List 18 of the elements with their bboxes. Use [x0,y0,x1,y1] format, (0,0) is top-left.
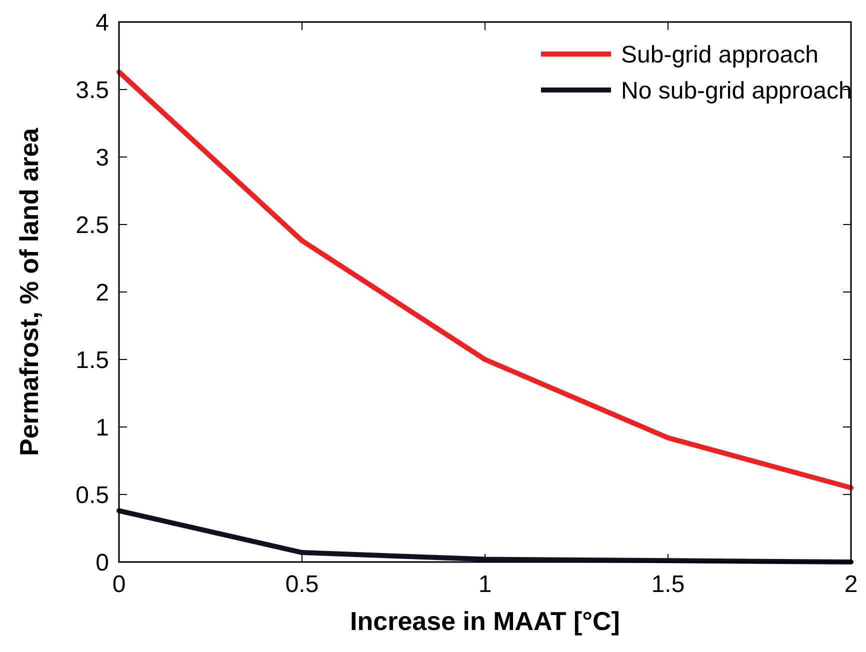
y-tick-label: 0.5 [76,482,109,509]
y-tick-label: 1.5 [76,346,109,374]
y-tick-label: 3 [96,144,109,172]
x-tick-label: 0.5 [285,571,319,598]
y-tick-label: 1 [96,414,109,442]
y-tick-label: 3.5 [76,76,109,104]
x-tick-label: 2 [844,571,858,598]
legend-label: No sub-grid approach [621,77,852,104]
y-tick-label: 2 [96,279,109,306]
y-axis-title: Permafrost, % of land area [14,127,44,456]
y-tick-label: 4 [96,9,109,36]
x-axis-title: Increase in MAAT [°C] [350,606,620,636]
x-tick-label: 1.5 [651,571,685,598]
legend-label: Sub-grid approach [621,41,818,68]
x-tick-label: 1 [478,571,492,598]
y-tick-label: 0 [96,549,109,576]
x-tick-label: 0 [112,571,126,598]
y-tick-label: 2.5 [76,212,109,239]
